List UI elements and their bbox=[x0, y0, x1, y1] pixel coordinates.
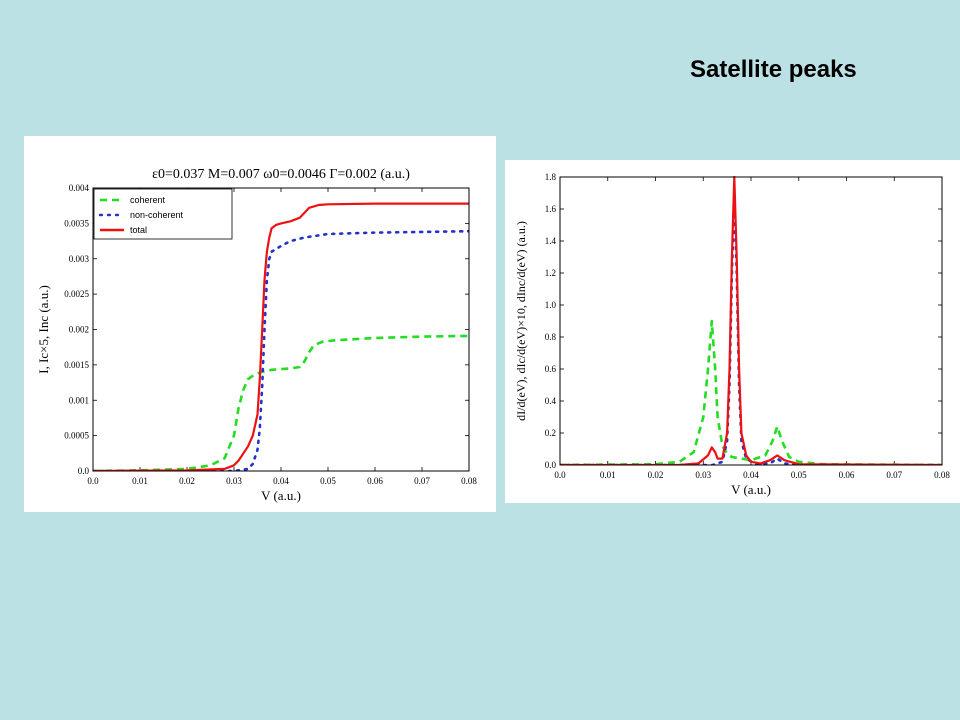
x-axis-label: V (a.u.) bbox=[731, 482, 771, 497]
x-tick-label: 0.04 bbox=[273, 476, 289, 486]
slide-title: Satellite peaks bbox=[690, 56, 857, 83]
y-tick-label: 0.0 bbox=[78, 466, 90, 476]
series-line-non-coherent bbox=[560, 194, 942, 465]
y-tick-label: 0.002 bbox=[69, 325, 89, 335]
y-tick-label: 1.8 bbox=[545, 172, 557, 182]
y-tick-label: 0.0025 bbox=[64, 289, 89, 299]
derivative-chart-panel: 0.0 0.01 0.02 0.03 0.04 0.05 0.06 0.07 0.08 0.0 0.… bbox=[505, 160, 960, 503]
x-tick-label: 0.05 bbox=[791, 470, 807, 480]
y-tick-label: 0.001 bbox=[69, 395, 89, 405]
y-tick-label: 1.6 bbox=[545, 204, 557, 214]
x-axis-label: V (a.u.) bbox=[261, 488, 301, 503]
series-line-non-coherent bbox=[93, 229, 469, 471]
legend-label: coherent bbox=[130, 195, 166, 205]
y-axis-label: dI/d(eV), dIc/d(eV)×10, dInc/d(eV) (a.u.… bbox=[514, 221, 528, 421]
y-axis-label: I, Ic×5, Inc (a.u.) bbox=[36, 285, 51, 374]
x-tick-label: 0.08 bbox=[934, 470, 950, 480]
current-chart-panel: 0.0 0.01 0.02 0.03 0.04 0.05 0.06 0.07 0.08 0.0 0.… bbox=[24, 136, 496, 512]
y-tick-label: 0.8 bbox=[545, 332, 557, 342]
y-tick-label: 0.4 bbox=[545, 396, 557, 406]
y-tick-label: 0.2 bbox=[545, 428, 556, 438]
plot-frame bbox=[559, 176, 943, 466]
legend-label: non-coherent bbox=[130, 210, 184, 220]
series-line-coherent bbox=[93, 334, 469, 471]
y-tick-label: 0.0 bbox=[545, 460, 557, 470]
y-tick-label: 1.2 bbox=[545, 268, 556, 278]
x-tick-label: 0.04 bbox=[743, 470, 759, 480]
series-group bbox=[93, 202, 469, 471]
x-tick-label: 0.05 bbox=[320, 476, 336, 486]
x-tick-label: 0.02 bbox=[648, 470, 664, 480]
y-tick-label: 0.6 bbox=[545, 364, 557, 374]
y-tick-label: 1.0 bbox=[545, 300, 557, 310]
series-group bbox=[560, 175, 942, 465]
x-tick-label: 0.07 bbox=[886, 470, 902, 480]
x-tick-label: 0.03 bbox=[226, 476, 242, 486]
series-line-coherent bbox=[560, 319, 942, 465]
y-tick-label: 0.0005 bbox=[64, 431, 89, 441]
y-tick-label: 0.0015 bbox=[64, 360, 89, 370]
y-tick-label: 0.003 bbox=[69, 254, 90, 264]
current-chart: 0.0 0.01 0.02 0.03 0.04 0.05 0.06 0.07 0.08 0.0 0.… bbox=[36, 167, 477, 503]
x-tick-label: 0.02 bbox=[179, 476, 195, 486]
y-tick-label: 0.004 bbox=[69, 183, 90, 193]
x-tick-label: 0.07 bbox=[414, 476, 430, 486]
y-tick-label: 1.4 bbox=[545, 236, 557, 246]
x-tick-label: 0.01 bbox=[600, 470, 616, 480]
y-tick-label: 0.0035 bbox=[64, 218, 89, 228]
x-tick-label: 0.06 bbox=[839, 470, 855, 480]
x-tick-label: 0.0 bbox=[554, 470, 566, 480]
x-tick-label: 0.03 bbox=[695, 470, 711, 480]
x-tick-label: 0.06 bbox=[367, 476, 383, 486]
x-tick-label: 0.01 bbox=[132, 476, 148, 486]
derivative-chart: 0.0 0.01 0.02 0.03 0.04 0.05 0.06 0.07 0.08 0.0 0.… bbox=[514, 172, 950, 497]
legend-label: total bbox=[130, 225, 147, 235]
series-line-total bbox=[560, 175, 942, 465]
x-tick-label: 0.08 bbox=[461, 476, 477, 486]
series-line-total bbox=[93, 202, 469, 471]
x-tick-label: 0.0 bbox=[87, 476, 99, 486]
plot-frame bbox=[92, 187, 470, 472]
chart-title: ε0=0.037 M=0.007 ω0=0.0046 Γ=0.002 (a.u.… bbox=[152, 167, 410, 182]
